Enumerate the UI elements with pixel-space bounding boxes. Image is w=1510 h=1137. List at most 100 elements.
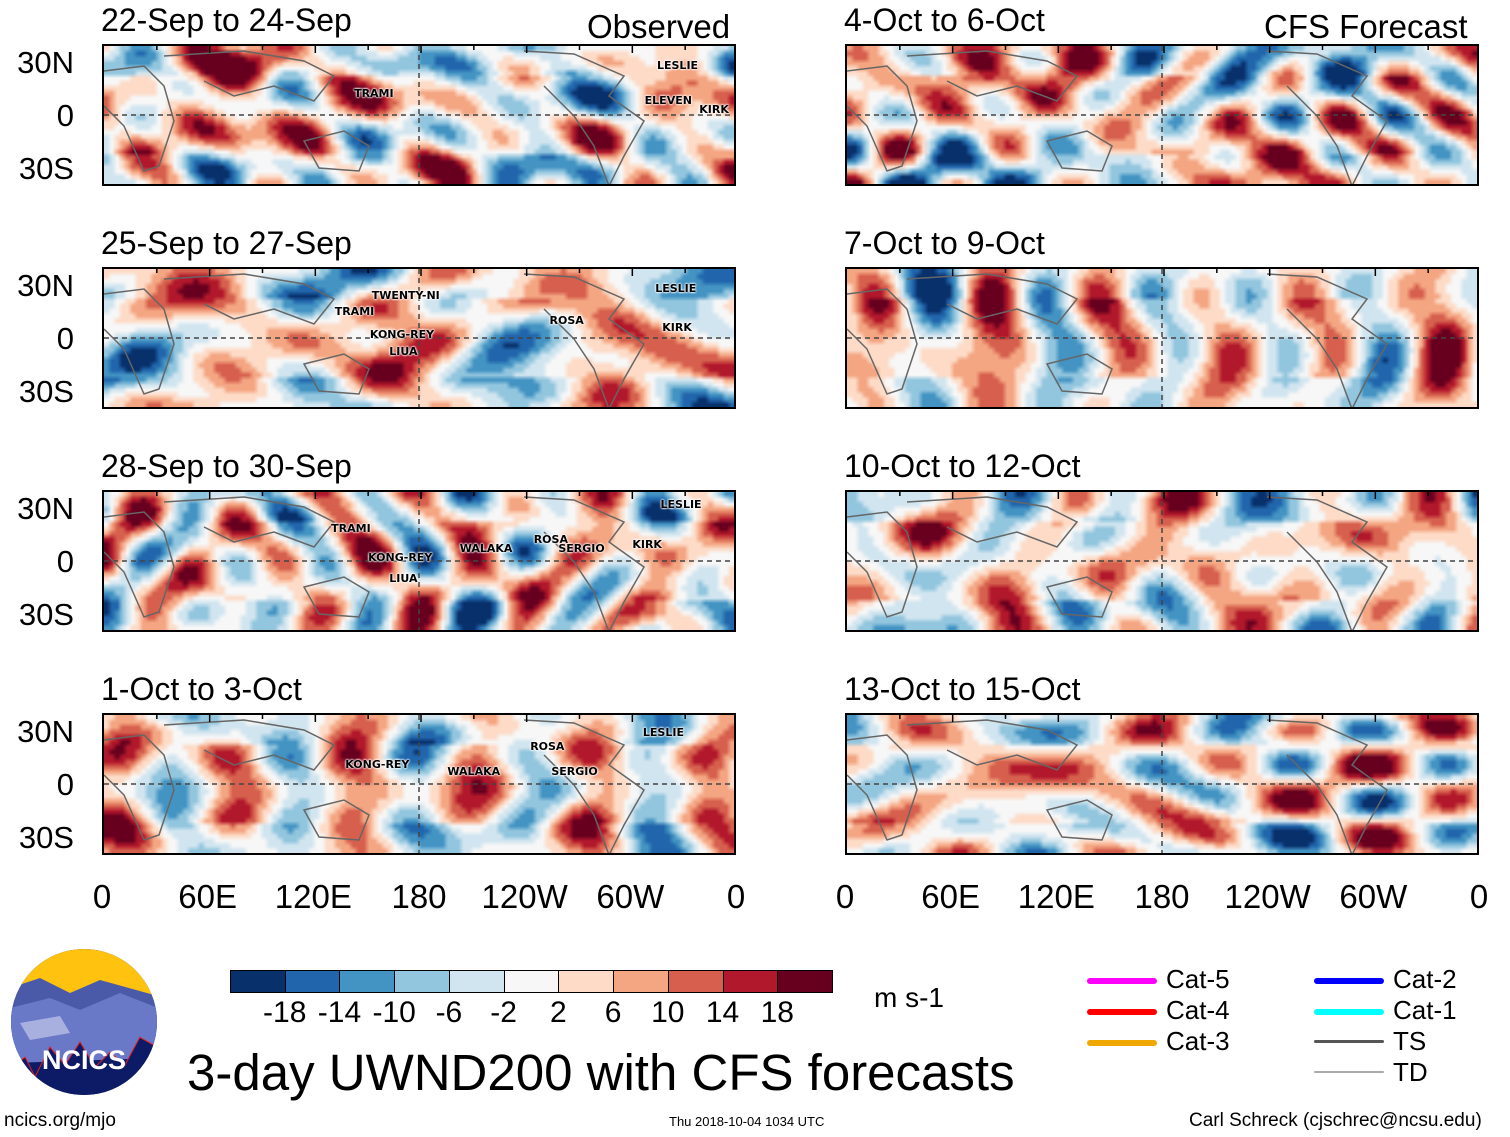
lat-label: 30N xyxy=(17,268,74,303)
lon-label: 180 xyxy=(1134,878,1190,915)
colorbar-label: 14 xyxy=(705,996,740,1029)
colorbar-label: -6 xyxy=(435,996,463,1029)
australia-outline xyxy=(1045,799,1113,841)
australia-outline xyxy=(1045,353,1113,395)
storm-label: KIRK xyxy=(662,320,692,334)
colorbar-label: 6 xyxy=(604,996,622,1029)
asia-outline xyxy=(163,496,336,548)
americas-outline xyxy=(523,496,645,630)
panel-title: 4-Oct to 6-Oct xyxy=(844,2,1045,38)
map-panel-observed: TWENTY-NI TRAMI KONG-REY LIUA ROSA LESLIE KIRK xyxy=(102,267,736,409)
africa-outline xyxy=(847,734,918,841)
colorbar-label: -14 xyxy=(317,996,362,1029)
map-panel-forecast xyxy=(845,713,1479,855)
lon-label: 120W xyxy=(1224,878,1311,915)
figure-title: 3-day UWND200 with CFS forecasts xyxy=(187,1044,1015,1101)
asia-outline xyxy=(906,50,1079,102)
legend-label: Cat-1 xyxy=(1393,995,1457,1025)
legend-label: TS xyxy=(1393,1026,1427,1056)
footer-url[interactable]: ncics.org/mjo xyxy=(4,1110,116,1131)
lon-label: 180 xyxy=(391,878,447,915)
storm-label: KONG-REY xyxy=(369,327,435,341)
forecast-header: CFS Forecast xyxy=(1264,8,1468,45)
map-panel-forecast xyxy=(845,267,1479,409)
colorbar-swatch xyxy=(284,970,341,993)
lat-label: 30S xyxy=(18,374,74,409)
legend-label: Cat-2 xyxy=(1393,964,1457,994)
panel-title: 28-Sep to 30-Sep xyxy=(101,448,352,484)
colorbar-label: -2 xyxy=(490,996,517,1029)
storm-label: LESLIE xyxy=(656,58,699,72)
footer-timestamp: Thu 2018-10-04 1034 UTC xyxy=(669,1114,825,1129)
colorbar-swatch xyxy=(722,970,779,993)
lat-label: 30N xyxy=(17,491,74,526)
lon-label: 0 xyxy=(1469,878,1489,915)
colorbar-label: 10 xyxy=(651,996,685,1029)
africa-outline xyxy=(847,65,918,172)
colorbar-swatch xyxy=(394,970,450,993)
africa-outline xyxy=(104,65,175,172)
americas-outline xyxy=(1266,50,1388,184)
lat-label: 30S xyxy=(18,597,74,632)
colorbar-label: 18 xyxy=(760,996,794,1029)
legend-swatch xyxy=(1087,1040,1157,1046)
australia-outline xyxy=(1045,130,1113,172)
lat-label: 30S xyxy=(18,820,74,855)
lon-label: 0 xyxy=(92,878,112,915)
colorbar-label: -18 xyxy=(263,996,307,1029)
storm-label: LESLIE xyxy=(660,497,702,511)
storm-label: LIUA xyxy=(389,345,418,359)
storm-label: TRAMI xyxy=(331,522,371,536)
australia-outline xyxy=(302,576,370,618)
lat-label: 0 xyxy=(56,544,74,579)
lon-label: 60E xyxy=(178,878,238,915)
panel-title: 13-Oct to 15-Oct xyxy=(844,671,1081,707)
legend-swatch xyxy=(1087,1009,1157,1015)
americas-outline xyxy=(1266,496,1388,630)
americas-outline xyxy=(523,273,645,407)
lon-label: 0 xyxy=(835,878,855,915)
logo-text: NCICS xyxy=(42,1045,126,1075)
storm-label: LESLIE xyxy=(642,726,684,739)
colorbar-label: -10 xyxy=(372,996,416,1029)
colorbar-swatch xyxy=(558,970,615,993)
lat-label: 0 xyxy=(56,767,74,802)
americas-outline xyxy=(1266,273,1388,407)
colorbar-swatch xyxy=(777,970,833,993)
australia-outline xyxy=(302,799,370,841)
storm-label: ELEVEN xyxy=(644,94,692,108)
asia-outline xyxy=(906,273,1079,325)
lon-label: 0 xyxy=(726,878,746,915)
storm-label: TRAMI xyxy=(354,87,394,101)
map-panel-forecast xyxy=(845,44,1479,186)
americas-outline xyxy=(523,719,645,853)
storm-label: LIUA xyxy=(389,571,418,585)
map-panel-forecast xyxy=(845,490,1479,632)
lat-label: 30N xyxy=(17,45,74,80)
storm-label: ROSA xyxy=(549,313,584,327)
map-panel-observed: TRAMI LESLIE ELEVEN KIRK xyxy=(102,44,736,186)
legend-swatch xyxy=(1314,1009,1384,1015)
americas-outline xyxy=(1266,719,1388,853)
australia-outline xyxy=(302,353,370,395)
legend-swatch xyxy=(1314,1071,1384,1073)
legend-label: Cat-3 xyxy=(1166,1026,1230,1056)
storm-label: TRAMI xyxy=(334,304,375,318)
lat-label: 30N xyxy=(17,714,74,749)
legend-label: TD xyxy=(1393,1057,1428,1087)
africa-outline xyxy=(847,511,918,618)
storm-label: SERGIO xyxy=(551,764,598,778)
observed-header: Observed xyxy=(587,8,731,45)
colorbar-label: 2 xyxy=(550,996,567,1029)
storm-label: KIRK xyxy=(699,102,729,116)
australia-outline xyxy=(1045,576,1113,618)
storm-label: KONG-REY xyxy=(368,550,433,564)
storm-label: TWENTY-NI xyxy=(371,288,440,302)
panel-title: 22-Sep to 24-Sep xyxy=(101,2,352,38)
australia-outline xyxy=(302,130,370,172)
lat-label: 0 xyxy=(56,98,74,133)
africa-outline xyxy=(104,734,175,841)
lat-label: 30S xyxy=(18,151,74,186)
lon-label: 120E xyxy=(274,878,352,915)
asia-outline xyxy=(906,496,1079,548)
